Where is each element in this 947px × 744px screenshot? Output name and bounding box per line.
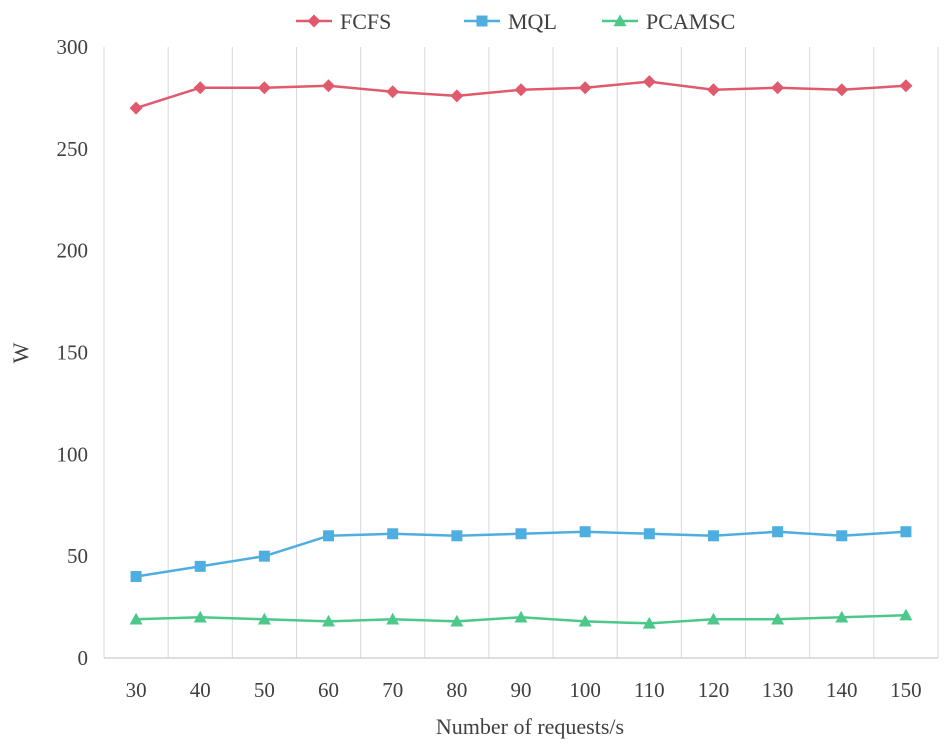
data-point-mql bbox=[130, 571, 142, 583]
data-point-pcamsc bbox=[386, 612, 400, 625]
data-point-fcfs bbox=[771, 81, 785, 95]
data-point-mql bbox=[900, 526, 912, 538]
data-point-pcamsc bbox=[835, 610, 849, 623]
data-point-fcfs bbox=[322, 79, 336, 93]
data-point-pcamsc bbox=[578, 614, 592, 627]
data-point-mql bbox=[836, 530, 848, 542]
y-tick-label: 150 bbox=[57, 341, 89, 365]
data-point-pcamsc bbox=[322, 614, 336, 627]
series-lines bbox=[129, 75, 913, 629]
data-point-mql bbox=[643, 528, 655, 540]
data-point-fcfs bbox=[578, 81, 592, 95]
data-point-mql bbox=[772, 526, 784, 538]
legend-item-pcamsc: PCAMSC bbox=[602, 9, 735, 34]
x-tick-label: 150 bbox=[890, 678, 922, 702]
data-point-pcamsc bbox=[899, 608, 913, 621]
x-tick-label: 140 bbox=[826, 678, 858, 702]
legend-marker-mql bbox=[476, 15, 488, 27]
x-tick-label: 80 bbox=[446, 678, 467, 702]
data-point-pcamsc bbox=[193, 610, 207, 623]
y-tick-label: 50 bbox=[67, 544, 88, 568]
series-fcfs bbox=[129, 75, 913, 115]
x-tick-label: 50 bbox=[254, 678, 275, 702]
y-tick-label: 300 bbox=[57, 35, 89, 59]
data-point-fcfs bbox=[386, 85, 400, 99]
data-point-fcfs bbox=[450, 89, 464, 103]
legend-label-pcamsc: PCAMSC bbox=[646, 9, 735, 34]
data-point-pcamsc bbox=[771, 612, 785, 625]
data-point-mql bbox=[579, 526, 591, 538]
x-tick-label: 130 bbox=[762, 678, 794, 702]
legend-marker-fcfs bbox=[307, 14, 321, 28]
x-axis-title: Number of requests/s bbox=[436, 714, 624, 739]
data-point-mql bbox=[258, 550, 270, 562]
legend-marker-pcamsc bbox=[613, 14, 627, 27]
data-point-pcamsc bbox=[642, 616, 656, 629]
data-point-pcamsc bbox=[257, 612, 271, 625]
legend-label-mql: MQL bbox=[508, 9, 557, 34]
data-point-fcfs bbox=[642, 75, 656, 89]
data-point-mql bbox=[387, 528, 399, 540]
data-point-mql bbox=[451, 530, 463, 542]
vertical-gridlines bbox=[103, 47, 939, 658]
x-tick-label: 30 bbox=[126, 678, 147, 702]
series-mql bbox=[130, 526, 912, 583]
data-point-pcamsc bbox=[706, 612, 720, 625]
y-tick-label: 100 bbox=[57, 442, 89, 466]
y-tick-label: 250 bbox=[57, 137, 89, 161]
data-point-mql bbox=[323, 530, 335, 542]
x-tick-label: 60 bbox=[318, 678, 339, 702]
y-tick-label: 0 bbox=[78, 646, 89, 670]
legend-label-fcfs: FCFS bbox=[340, 9, 391, 34]
data-point-fcfs bbox=[899, 79, 913, 93]
data-point-fcfs bbox=[193, 81, 207, 95]
x-tick-label: 100 bbox=[569, 678, 601, 702]
data-point-fcfs bbox=[514, 83, 528, 97]
x-tick-label: 70 bbox=[382, 678, 403, 702]
data-point-pcamsc bbox=[129, 612, 143, 625]
x-axis-tick-labels: 30 40 50 60 70 80 90 100 110 120 130 140 150 bbox=[126, 678, 922, 702]
data-point-pcamsc bbox=[450, 614, 464, 627]
x-tick-label: 40 bbox=[190, 678, 211, 702]
data-point-fcfs bbox=[129, 101, 143, 115]
y-axis-title: W bbox=[8, 342, 33, 363]
series-pcamsc bbox=[129, 608, 913, 629]
data-point-mql bbox=[515, 528, 527, 540]
x-tick-label: 110 bbox=[634, 678, 665, 702]
legend-item-fcfs: FCFS bbox=[296, 9, 391, 34]
legend: FCFS MQL PCAMSC bbox=[296, 9, 735, 34]
y-tick-label: 200 bbox=[57, 239, 89, 263]
data-point-fcfs bbox=[257, 81, 271, 95]
x-tick-label: 120 bbox=[698, 678, 730, 702]
legend-item-mql: MQL bbox=[464, 9, 557, 34]
x-tick-label: 90 bbox=[511, 678, 532, 702]
data-point-fcfs bbox=[706, 83, 720, 97]
data-point-fcfs bbox=[835, 83, 849, 97]
data-point-mql bbox=[194, 560, 206, 572]
y-axis-tick-labels: 0 50 100 150 200 250 300 bbox=[57, 35, 89, 670]
data-point-mql bbox=[707, 530, 719, 542]
data-point-pcamsc bbox=[514, 610, 528, 623]
